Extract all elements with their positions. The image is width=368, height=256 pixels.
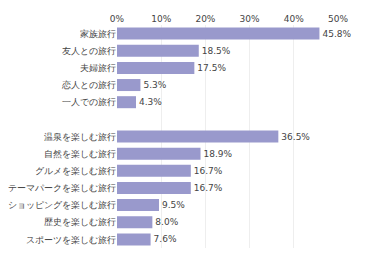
svg-text:恋人との旅行: 恋人との旅行 <box>61 80 116 90</box>
svg-text:16.7%: 16.7% <box>194 166 223 176</box>
svg-text:18.9%: 18.9% <box>204 149 233 159</box>
svg-text:9.5%: 9.5% <box>162 200 185 210</box>
svg-text:スポーツを楽しむ旅行: スポーツを楽しむ旅行 <box>26 235 116 245</box>
svg-text:40%: 40% <box>284 14 304 24</box>
svg-text:0%: 0% <box>110 14 125 24</box>
svg-text:友人との旅行: 友人との旅行 <box>62 46 116 56</box>
svg-text:ショッピングを楽しむ旅行: ショッピングを楽しむ旅行 <box>8 200 116 210</box>
svg-text:17.5%: 17.5% <box>197 63 226 73</box>
svg-text:45.8%: 45.8% <box>322 29 351 39</box>
svg-text:7.6%: 7.6% <box>154 234 177 244</box>
svg-text:家族旅行: 家族旅行 <box>80 29 116 39</box>
svg-text:30%: 30% <box>240 14 260 24</box>
svg-text:36.5%: 36.5% <box>281 132 310 142</box>
svg-text:テーマパークを楽しむ旅行: テーマパークを楽しむ旅行 <box>8 183 116 193</box>
svg-text:18.5%: 18.5% <box>202 46 231 56</box>
svg-text:夫婦旅行: 夫婦旅行 <box>80 63 116 73</box>
svg-text:5.3%: 5.3% <box>143 80 166 90</box>
svg-text:4.3%: 4.3% <box>139 97 162 107</box>
svg-text:歴史を楽しむ旅行: 歴史を楽しむ旅行 <box>44 217 116 227</box>
svg-text:自然を楽しむ旅行: 自然を楽しむ旅行 <box>44 149 116 159</box>
svg-text:16.7%: 16.7% <box>194 183 223 193</box>
svg-text:一人での旅行: 一人での旅行 <box>62 97 116 107</box>
svg-text:温泉を楽しむ旅行: 温泉を楽しむ旅行 <box>44 132 116 142</box>
svg-text:10%: 10% <box>151 14 171 24</box>
svg-text:グルメを楽しむ旅行: グルメを楽しむ旅行 <box>35 166 116 176</box>
svg-text:20%: 20% <box>195 14 215 24</box>
svg-text:8.0%: 8.0% <box>155 217 178 227</box>
svg-text:50%: 50% <box>328 14 348 24</box>
